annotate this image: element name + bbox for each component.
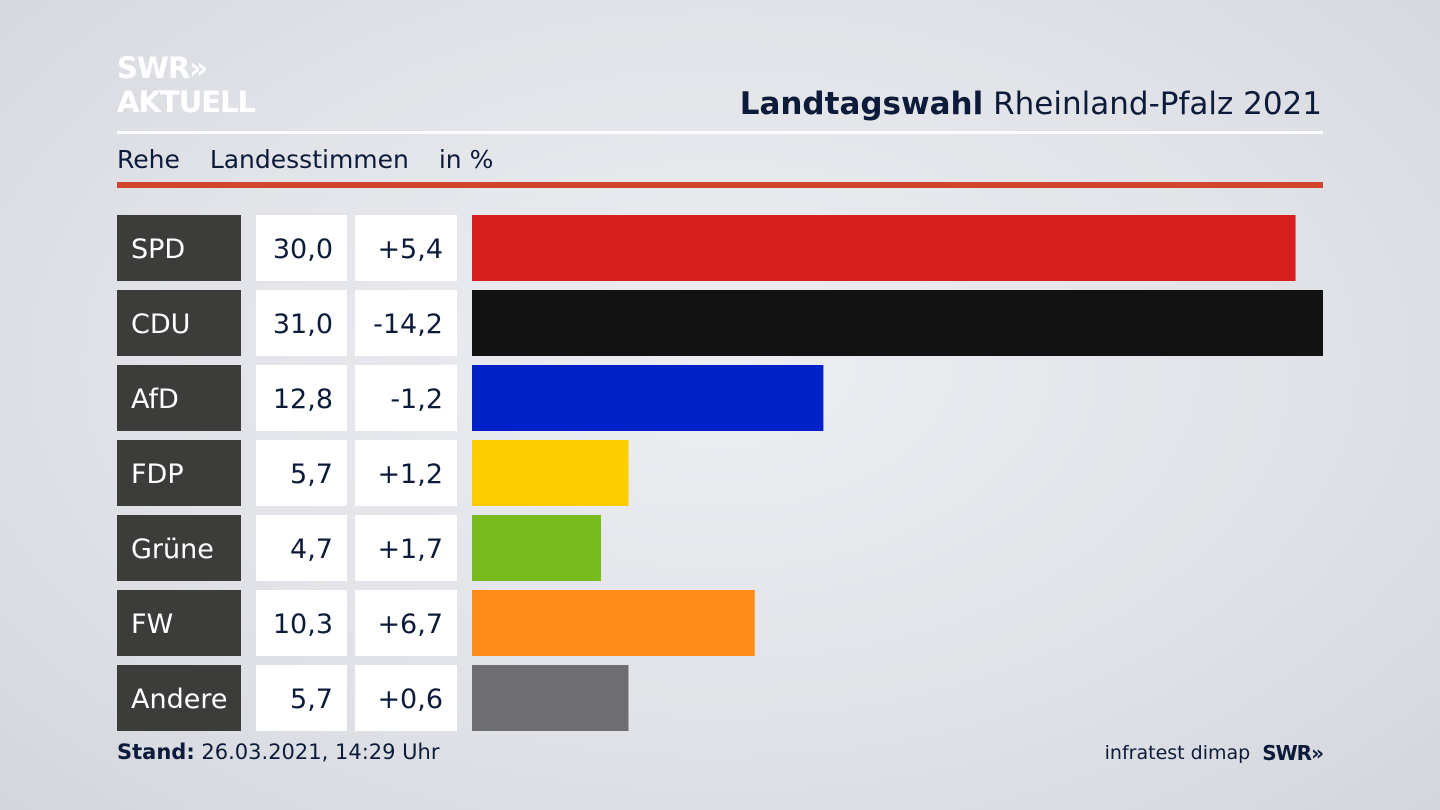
party-label: FDP [131, 459, 184, 490]
party-label-box [117, 665, 241, 731]
change-label: +1,7 [377, 534, 443, 565]
change-cell [355, 665, 457, 731]
district-label: Rehe [117, 145, 180, 174]
bar [472, 665, 629, 731]
value-cell [256, 590, 347, 656]
page-title: Landtagswahl Rheinland-Pfalz 2021 [740, 86, 1322, 122]
party-label-box [117, 215, 241, 281]
swr-aktuell-logo: SWR» AKTUELL [117, 51, 256, 119]
title-divider [117, 131, 1323, 134]
bar [472, 290, 1323, 356]
change-label: +1,2 [377, 459, 443, 490]
change-cell [355, 440, 457, 506]
accent-divider [117, 182, 1323, 188]
change-cell [355, 365, 457, 431]
measure-label: Landesstimmen [209, 145, 409, 174]
subtitle: Rehe Landesstimmen in % [117, 145, 515, 174]
change-cell [355, 590, 457, 656]
value-label: 5,7 [290, 459, 333, 490]
value-label: 4,7 [290, 534, 333, 565]
value-cell [256, 290, 347, 356]
party-label: FW [131, 609, 173, 640]
value-cell [256, 215, 347, 281]
value-label: 31,0 [273, 309, 333, 340]
bar [472, 590, 755, 656]
value-label: 12,8 [273, 384, 333, 415]
stand-label: Stand: [117, 740, 195, 764]
party-label: Grüne [131, 534, 214, 565]
party-label: AfD [131, 384, 179, 415]
stand-value: 26.03.2021, 14:29 Uhr [194, 740, 440, 764]
value-cell [256, 365, 347, 431]
value-cell [256, 515, 347, 581]
party-label-box [117, 290, 241, 356]
party-label: Andere [131, 684, 227, 715]
unit-label: in % [438, 145, 494, 174]
change-label: -1,2 [390, 384, 443, 415]
value-label: 10,3 [273, 609, 333, 640]
party-label: SPD [131, 234, 185, 265]
party-label-box [117, 515, 241, 581]
value-label: 5,7 [290, 684, 333, 715]
bar [472, 515, 602, 581]
change-label: +5,4 [377, 234, 443, 265]
change-cell [355, 290, 457, 356]
change-cell [355, 215, 457, 281]
source-credit: infratest dimap SWR» [1104, 741, 1324, 765]
change-label: +0,6 [377, 684, 443, 715]
bar [472, 215, 1296, 281]
title-bold: Landtagswahl [739, 86, 984, 122]
party-label-box [117, 365, 241, 431]
value-label: 30,0 [273, 234, 333, 265]
swr-logo: SWR» [1262, 741, 1324, 765]
bar [472, 365, 824, 431]
party-label-box [117, 440, 241, 506]
party-label-box [117, 590, 241, 656]
change-label: +6,7 [377, 609, 443, 640]
title-rest: Rheinland-Pfalz 2021 [983, 86, 1322, 122]
change-label: -14,2 [373, 309, 443, 340]
logo-line-2: AKTUELL [117, 85, 256, 119]
source-label: infratest dimap [1104, 742, 1251, 764]
bar [472, 440, 629, 506]
logo-line-1: SWR» [117, 51, 208, 85]
timestamp: Stand: 26.03.2021, 14:29 Uhr [117, 740, 440, 764]
change-cell [355, 515, 457, 581]
party-label: CDU [131, 309, 190, 340]
value-cell [256, 665, 347, 731]
value-cell [256, 440, 347, 506]
